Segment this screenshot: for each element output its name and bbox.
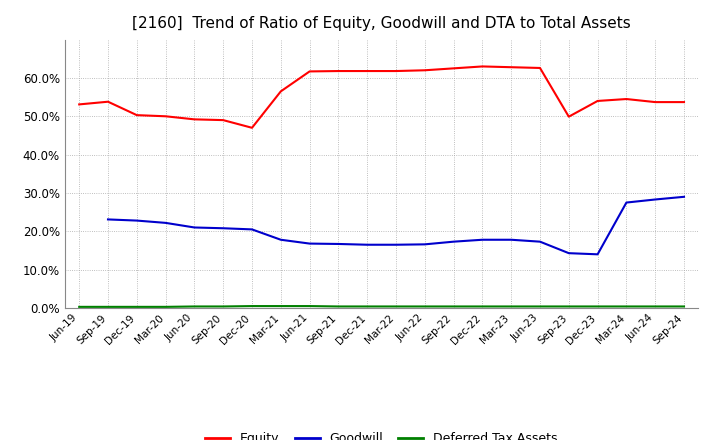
Legend: Equity, Goodwill, Deferred Tax Assets: Equity, Goodwill, Deferred Tax Assets bbox=[200, 427, 563, 440]
Title: [2160]  Trend of Ratio of Equity, Goodwill and DTA to Total Assets: [2160] Trend of Ratio of Equity, Goodwil… bbox=[132, 16, 631, 32]
